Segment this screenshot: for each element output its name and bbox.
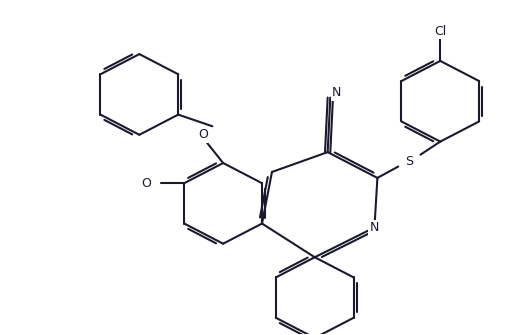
Text: Cl: Cl <box>434 24 447 38</box>
Text: O: O <box>141 177 151 190</box>
Text: S: S <box>405 155 413 168</box>
Text: N: N <box>332 86 341 99</box>
Text: O: O <box>199 128 208 141</box>
Text: N: N <box>370 221 379 234</box>
